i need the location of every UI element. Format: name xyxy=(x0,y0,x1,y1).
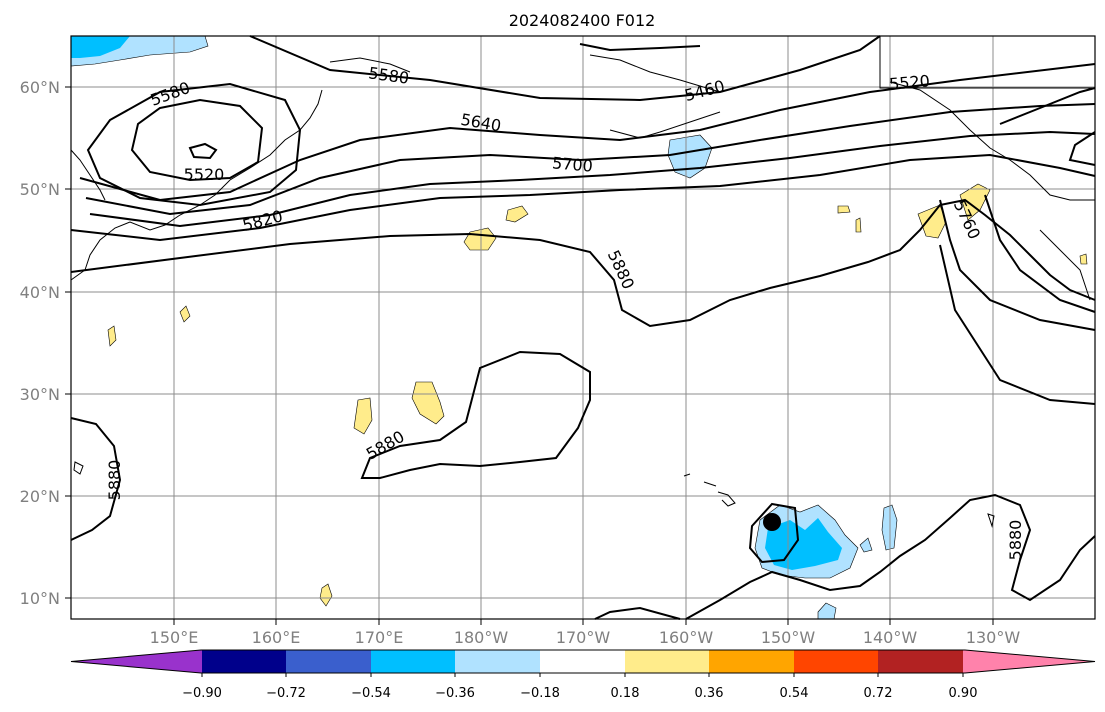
lon-label: 160°E xyxy=(252,628,301,647)
height-contours xyxy=(70,35,1096,620)
colorbar-tick-labels: −0.90 −0.72 −0.54 −0.36 −0.18 0.18 0.36 … xyxy=(182,686,977,701)
colorbar-segment xyxy=(202,650,286,673)
lon-label: 130°W xyxy=(966,628,1021,647)
colorbar-tick-label: 0.18 xyxy=(611,686,640,701)
lon-label: 160°W xyxy=(659,628,714,647)
lon-label: 170°E xyxy=(355,628,404,647)
contour-label: 5520 xyxy=(888,71,930,93)
colorbar-segment xyxy=(878,650,963,673)
colorbar-segment xyxy=(540,650,625,673)
colorbar-tick-label: 0.36 xyxy=(695,686,724,701)
colorbar-segment xyxy=(625,650,709,673)
colorbar-segment xyxy=(371,650,455,673)
colorbar-tick-label: −0.36 xyxy=(435,686,475,701)
storm-center-marker xyxy=(763,513,781,531)
map-title: 2024082400 F012 xyxy=(509,11,656,30)
colorbar-segment xyxy=(455,650,540,673)
lon-label: 140°W xyxy=(863,628,918,647)
colorbar-tick-label: 0.54 xyxy=(780,686,809,701)
contour-label: 5880 xyxy=(1006,520,1025,561)
colorbar-outline xyxy=(70,649,1096,674)
colorbar-segment xyxy=(963,650,1095,673)
lat-label: 30°N xyxy=(20,385,60,404)
colorbar-segment xyxy=(286,650,371,673)
colorbar-tick-label: −0.54 xyxy=(351,686,391,701)
colorbar-tick-label: 0.90 xyxy=(949,686,978,701)
lat-label: 20°N xyxy=(20,487,60,506)
colorbar-segment xyxy=(709,650,794,673)
contour-label: 5880 xyxy=(105,460,124,501)
gridlines xyxy=(71,36,1095,619)
colorbar-tick-label: 0.72 xyxy=(864,686,893,701)
lat-label: 10°N xyxy=(20,589,60,608)
colorbar-segment xyxy=(71,650,202,673)
lat-label: 40°N xyxy=(20,283,60,302)
colorbar-tick-label: −0.90 xyxy=(182,686,222,701)
latitude-labels: 60°N 50°N 40°N 30°N 20°N 10°N xyxy=(20,78,60,608)
lon-label: 150°W xyxy=(761,628,816,647)
lon-label: 180°W xyxy=(454,628,509,647)
axis-ticks xyxy=(65,86,994,625)
lat-label: 60°N xyxy=(20,78,60,97)
contour-label: 5520 xyxy=(184,165,225,184)
longitude-labels: 150°E 160°E 170°E 180°W 170°W 160°W 150°… xyxy=(150,628,1021,647)
colorbar-tick-label: −0.72 xyxy=(266,686,306,701)
contour-label: 5700 xyxy=(551,153,593,175)
colorbar-tick-label: −0.18 xyxy=(520,686,560,701)
colorbar-segment xyxy=(794,650,878,673)
lon-label: 150°E xyxy=(150,628,199,647)
map-panel: 5580 5580 5520 5520 5460 5640 5700 5760 … xyxy=(70,35,1096,620)
colorbar xyxy=(70,649,1096,677)
lon-label: 170°W xyxy=(556,628,611,647)
lat-label: 50°N xyxy=(20,180,60,199)
